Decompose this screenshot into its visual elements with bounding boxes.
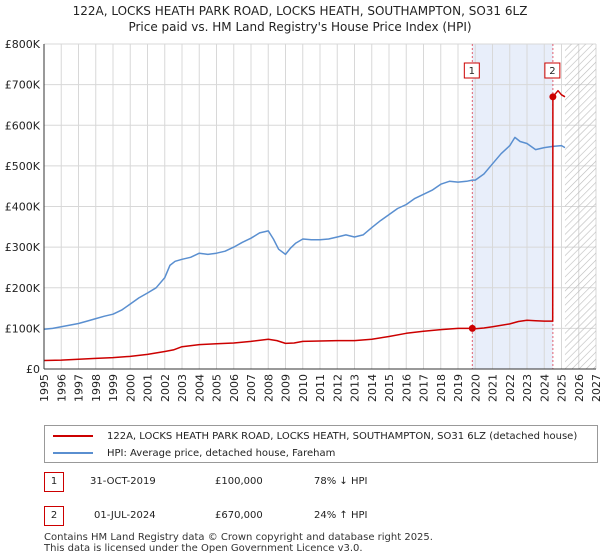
x-tick-label: 2010 [297, 374, 310, 402]
x-tick-label: 2011 [314, 374, 327, 402]
x-tick-label: 2017 [418, 374, 431, 402]
transaction-number-badge: 2 [44, 506, 64, 526]
x-tick-label: 2016 [400, 374, 413, 402]
property-price-line [43, 89, 566, 362]
x-tick-label: 2002 [159, 374, 172, 402]
price-chart: 1 2 £0 £100K £200K £300K £400K £500K £600K £700K… [5, 38, 600, 402]
y-tick-label: £100K [5, 322, 41, 335]
x-tick-label: 2012 [331, 374, 344, 402]
y-tick-label: £500K [5, 160, 41, 173]
y-tick-label: £600K [5, 119, 41, 132]
x-tick-label: 2024 [538, 374, 551, 402]
y-tick-label: £400K [5, 201, 41, 214]
x-tick-label: 2023 [521, 374, 534, 402]
sale-point [549, 93, 557, 101]
x-tick-label: 2019 [452, 374, 465, 402]
transaction-price: £670,000 [215, 510, 263, 521]
footer-copyright: Contains HM Land Registry data © Crown c… [44, 532, 433, 543]
sale-label-text: 2 [549, 66, 555, 77]
sale-label-box [463, 62, 480, 79]
x-tick-label: 2009 [280, 374, 293, 402]
chart-title-line2: Price paid vs. HM Land Registry's House … [128, 20, 472, 34]
y-tick-label: £300K [5, 241, 41, 254]
y-tick-label: £200K [5, 282, 41, 295]
transaction-number-badge: 1 [44, 472, 64, 492]
transaction-date: 31-OCT-2019 [90, 476, 156, 487]
x-tick-label: 2014 [366, 374, 379, 402]
legend: 122A, LOCKS HEATH PARK ROAD, LOCKS HEATH… [44, 425, 598, 463]
x-tick-label: 2003 [176, 374, 189, 402]
x-tick-label: 2020 [469, 374, 482, 402]
x-tick-label: 2000 [124, 374, 137, 402]
x-tick-label: 2018 [435, 374, 448, 402]
x-tick-label: 2022 [504, 374, 517, 402]
x-tick-label: 2006 [228, 374, 241, 402]
legend-swatch-hpi [53, 452, 93, 454]
x-tick-label: 2013 [349, 374, 362, 402]
sale-point [468, 324, 476, 332]
transaction-date: 01-JUL-2024 [94, 510, 156, 521]
footer-licence: This data is licensed under the Open Gov… [44, 543, 363, 554]
sale-label-text: 1 [469, 66, 475, 77]
x-tick-label: 2027 [590, 374, 600, 402]
hpi-line [43, 136, 566, 330]
transaction-hpi-change: 24% ↑ HPI [314, 510, 368, 521]
transaction-row: 2 01-JUL-2024 £670,000 24% ↑ HPI [44, 506, 444, 526]
x-tick-label: 2015 [383, 374, 396, 402]
y-tick-label: £700K [5, 79, 41, 92]
legend-item-hpi: HPI: Average price, detached house, Fare… [53, 445, 335, 461]
x-tick-label: 2021 [487, 374, 500, 402]
x-tick-label: 2026 [573, 374, 586, 402]
sale-label-box [544, 62, 561, 79]
legend-swatch-property [53, 435, 93, 437]
x-tick-label: 1998 [90, 374, 103, 402]
x-tick-label: 1995 [38, 374, 51, 402]
x-tick-label: 2025 [556, 374, 569, 402]
x-tick-label: 2004 [193, 374, 206, 402]
hatched-future-region [564, 44, 596, 369]
x-tick-label: 1999 [107, 374, 120, 402]
x-tick-label: 2005 [211, 374, 224, 402]
transaction-row: 1 31-OCT-2019 £100,000 78% ↓ HPI [44, 472, 444, 492]
chart-title-line1: 122A, LOCKS HEATH PARK ROAD, LOCKS HEATH… [72, 4, 528, 18]
x-tick-label: 2008 [262, 374, 275, 402]
x-tick-label: 2007 [245, 374, 258, 402]
legend-item-property: 122A, LOCKS HEATH PARK ROAD, LOCKS HEATH… [53, 428, 577, 444]
y-tick-label: £0 [26, 363, 40, 376]
legend-label-hpi: HPI: Average price, detached house, Fare… [107, 447, 336, 459]
transaction-hpi-change: 78% ↓ HPI [314, 476, 368, 487]
x-tick-label: 1996 [55, 374, 68, 402]
legend-label-property: 122A, LOCKS HEATH PARK ROAD, LOCKS HEATH… [107, 430, 578, 442]
y-tick-label: £800K [5, 38, 41, 51]
transaction-price: £100,000 [215, 476, 263, 487]
x-tick-label: 2001 [142, 374, 155, 402]
x-tick-label: 1997 [73, 374, 86, 402]
